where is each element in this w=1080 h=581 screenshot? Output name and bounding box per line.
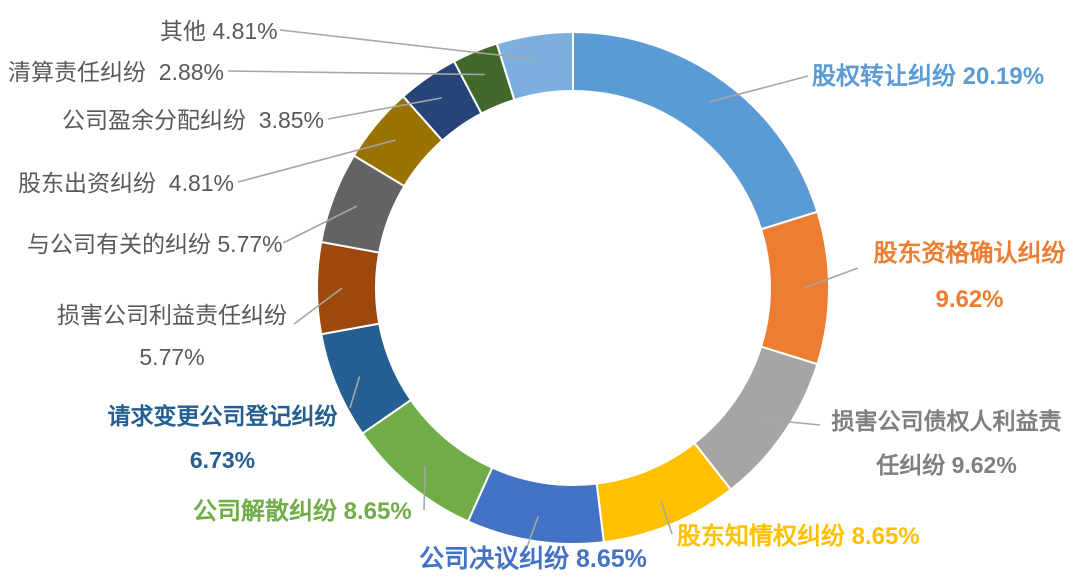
slice-label-10: 股东出资纠纷 4.81%	[18, 170, 234, 196]
slice-label-1: 股权转让纠纷 20.19%	[812, 63, 1045, 90]
leader-line-4	[660, 501, 673, 535]
leader-line-5	[526, 516, 539, 548]
leader-line-2	[803, 267, 859, 289]
slice-label-8: 损害公司利益责任纠纷 5.77%	[57, 302, 287, 370]
leader-line-10	[237, 139, 396, 183]
leader-line-12	[227, 70, 485, 76]
slice-label-2: 股东资格确认纠纷 9.62%	[873, 240, 1066, 313]
donut-slice-13	[495, 30, 574, 102]
leader-line-3	[763, 418, 821, 426]
leader-lines	[227, 29, 859, 548]
donut-slices	[316, 30, 831, 545]
slice-label-13: 其他 4.81%	[160, 18, 278, 44]
slice-label-4: 股东知情权纠纷 8.65%	[677, 523, 920, 550]
leader-line-11	[327, 97, 442, 120]
slice-label-7: 请求变更公司登记纠纷 6.73%	[107, 403, 338, 473]
slice-label-12: 清算责任纠纷 2.88%	[8, 59, 224, 85]
slice-label-6: 公司解散纠纷 8.65%	[193, 498, 412, 525]
slice-label-9: 与公司有关的纠纷 5.77%	[27, 231, 283, 257]
slice-label-5: 公司决议纠纷 8.65%	[419, 545, 647, 573]
slice-label-11: 公司盈余分配纠纷 3.85%	[62, 107, 324, 133]
leader-line-1	[709, 75, 809, 103]
leader-line-13	[279, 29, 539, 61]
leader-line-6	[423, 465, 426, 511]
leader-line-9	[282, 205, 358, 244]
leader-line-8	[293, 287, 343, 325]
slice-label-3: 损害公司债权人利益责 任纠纷 9.62%	[831, 408, 1062, 478]
leader-line-7	[349, 376, 361, 409]
